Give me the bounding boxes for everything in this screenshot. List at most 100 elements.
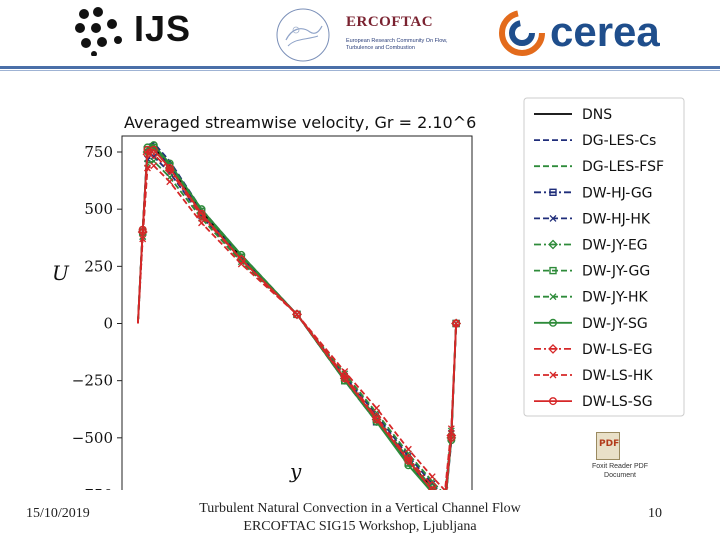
legend-label: DNS bbox=[582, 107, 612, 123]
legend-item: DG-LES-Cs bbox=[534, 133, 656, 149]
data-point bbox=[197, 209, 206, 218]
legend-label: DG-LES-Cs bbox=[582, 133, 656, 149]
cerea-logo: cerea bbox=[498, 4, 688, 60]
data-point bbox=[428, 473, 436, 481]
chart-title: Averaged streamwise velocity, Gr = 2.10^… bbox=[124, 113, 476, 132]
legend-item: DW-JY-SG bbox=[534, 316, 648, 332]
legend-frame bbox=[523, 97, 685, 417]
cerea-swirl-icon bbox=[499, 10, 545, 56]
data-point bbox=[138, 225, 147, 234]
ijs-dots-icon bbox=[75, 7, 122, 57]
footer-title-line1: Turbulent Natural Convection in a Vertic… bbox=[199, 501, 521, 516]
series-line bbox=[137, 153, 457, 490]
ercoftac-subtitle: European Research Community On Flow, Tur… bbox=[346, 38, 448, 51]
series-line bbox=[137, 160, 457, 490]
y-axis: 750 500 250 0 −250 −500 −750 bbox=[72, 143, 122, 490]
series-dw-ls-sg bbox=[137, 145, 461, 490]
pdf-file-icon: PDF bbox=[596, 432, 620, 460]
legend-item: DW-JY-EG bbox=[534, 238, 648, 254]
velocity-chart: Averaged streamwise velocity, Gr = 2.10^… bbox=[52, 97, 685, 490]
legend-item: DW-LS-HK bbox=[534, 368, 653, 384]
legend-item: DW-HJ-HK bbox=[534, 211, 651, 227]
legend-label: DW-LS-EG bbox=[582, 342, 653, 358]
ercoftac-logo: ERCOFTAC European Research Community On … bbox=[272, 6, 452, 64]
ercoftac-title: ERCOFTAC bbox=[346, 14, 434, 30]
data-point bbox=[372, 415, 381, 424]
ercoftac-seal-icon bbox=[276, 8, 330, 62]
data-point bbox=[165, 164, 174, 173]
data-point bbox=[341, 368, 349, 375]
legend-marker bbox=[549, 188, 557, 197]
legend-item: DW-JY-GG bbox=[534, 264, 650, 280]
legend-marker bbox=[549, 293, 557, 301]
y-tick-label: 250 bbox=[84, 257, 113, 275]
data-point bbox=[340, 374, 349, 383]
legend-item: DG-LES-FSF bbox=[534, 159, 664, 175]
header-divider-thin bbox=[0, 70, 720, 71]
ijs-logo-text: IJS bbox=[134, 8, 192, 49]
y-tick-label: 750 bbox=[84, 143, 113, 161]
footer-title-line2: ERCOFTAC SIG15 Workshop, Ljubljana bbox=[243, 519, 477, 534]
y-axis-label: U bbox=[52, 261, 70, 285]
y-tick-label: −750 bbox=[72, 486, 113, 490]
legend-label: DW-JY-EG bbox=[582, 238, 648, 254]
legend-label: DW-JY-GG bbox=[582, 264, 650, 280]
cerea-logo-text: cerea bbox=[550, 8, 660, 55]
data-point bbox=[237, 255, 246, 264]
data-point bbox=[149, 141, 158, 150]
series-dw-jy-hk bbox=[137, 157, 460, 490]
y-tick-label: −250 bbox=[72, 372, 113, 390]
series-dw-ls-hk bbox=[137, 162, 460, 490]
legend-item: DW-LS-SG bbox=[534, 394, 653, 410]
footer-title: Turbulent Natural Convection in a Vertic… bbox=[160, 500, 560, 536]
legend-item: DW-JY-HK bbox=[534, 290, 648, 306]
footer-date: 15/10/2019 bbox=[26, 506, 90, 521]
data-point bbox=[452, 319, 461, 328]
legend-label: DW-LS-SG bbox=[582, 394, 653, 410]
y-tick-label: −500 bbox=[72, 429, 113, 447]
legend-marker bbox=[549, 397, 558, 406]
legend-marker bbox=[549, 318, 558, 327]
data-point bbox=[428, 486, 437, 490]
data-point bbox=[198, 219, 206, 227]
series-line bbox=[137, 148, 457, 490]
series-lines bbox=[137, 141, 462, 490]
chart-legend: DNS DG-LES-Cs DG-LES-FSF DW-HJ-GG DW-HJ-HK DW… bbox=[523, 97, 685, 417]
data-point bbox=[150, 162, 158, 170]
data-point bbox=[166, 178, 174, 186]
ijs-logo: IJS bbox=[74, 6, 204, 57]
series-line bbox=[137, 148, 457, 490]
legend-label: DW-JY-HK bbox=[582, 290, 648, 306]
data-point bbox=[404, 445, 412, 453]
legend-label: DG-LES-FSF bbox=[582, 159, 664, 175]
data-point bbox=[237, 258, 245, 266]
legend-label: DW-JY-SG bbox=[582, 316, 648, 332]
series-dg-les-fsf bbox=[137, 148, 457, 490]
data-point bbox=[373, 404, 381, 412]
legend-item: DNS bbox=[534, 107, 612, 123]
legend-item: DW-HJ-GG bbox=[534, 185, 653, 201]
legend-marker bbox=[549, 266, 557, 275]
series-line bbox=[137, 155, 457, 490]
series-line bbox=[137, 148, 457, 490]
footer-page-number: 10 bbox=[648, 506, 662, 521]
legend-label: DW-HJ-HK bbox=[582, 211, 651, 227]
legend-marker bbox=[549, 214, 557, 222]
legend-label: DW-LS-HK bbox=[582, 368, 653, 384]
data-point bbox=[293, 310, 302, 319]
data-point bbox=[447, 433, 456, 442]
x-axis-label: y bbox=[289, 459, 302, 483]
series-dw-ls-eg bbox=[137, 149, 462, 490]
series-line bbox=[137, 164, 457, 490]
legend-marker bbox=[548, 239, 558, 250]
foxit-label: Foxit Reader PDF Document bbox=[591, 463, 649, 479]
pdf-icon-text: PDF bbox=[599, 439, 620, 449]
y-tick-label: 500 bbox=[84, 200, 113, 218]
legend-item: DW-LS-EG bbox=[534, 342, 653, 358]
data-point bbox=[404, 456, 413, 465]
data-point bbox=[149, 145, 158, 154]
y-tick-label: 0 bbox=[103, 315, 113, 333]
legend-marker bbox=[548, 343, 558, 354]
legend-label: DW-HJ-GG bbox=[582, 185, 653, 201]
foxit-pdf-attachment[interactable]: PDF Foxit Reader PDF Document bbox=[580, 432, 660, 488]
